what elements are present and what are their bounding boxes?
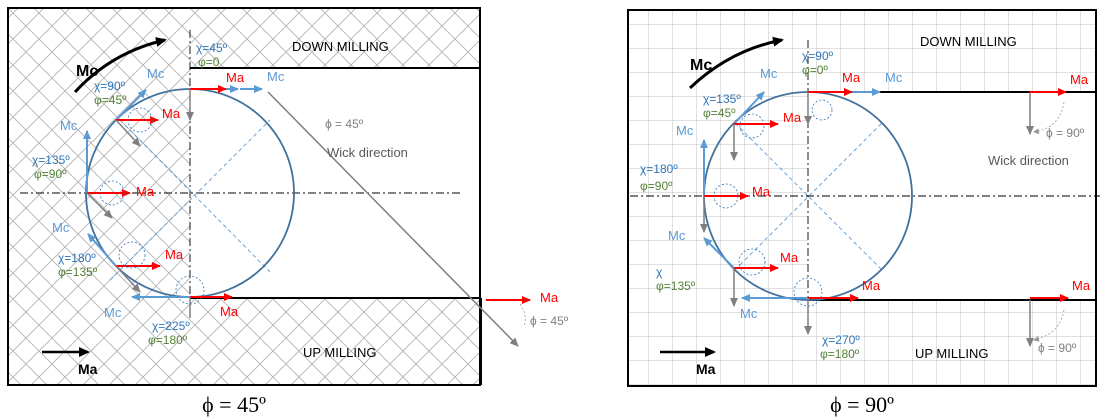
right-outer-ma-bottom: Ma [1072,278,1091,293]
left-mc-5: Mc [104,305,122,320]
left-ma-2: Ma [162,106,181,121]
left-caption: ϕ = 45º [202,392,266,417]
left-wick-label: Wick direction [327,145,408,160]
right-mc-1: Mc [885,70,903,85]
left-position-1: χ=45º φ=0 Ma [186,41,245,121]
right-chi-4: χ [656,265,663,279]
right-caption: ϕ = 90º [830,392,894,417]
right-mc-big-label: Mc [690,57,712,74]
right-chi-1: χ=90º [802,49,834,63]
right-position-5: χ=270º φ=180º Mc Ma [740,277,881,361]
left-mc-rotation-arrow [73,37,167,94]
left-outer-mc: Mc [267,69,285,84]
left-ma-1: Ma [226,70,245,85]
left-ma-4: Ma [165,247,184,262]
right-ma-2: Ma [783,110,802,125]
right-phi-3: φ=90º [640,179,673,193]
left-chi-3: χ=135º [32,153,70,167]
right-chi-2: χ=135º [703,92,741,106]
left-workpiece-mesh [8,8,480,385]
left-chi-4: χ=180º [58,251,96,265]
right-position-2: χ=135º φ=45º Mc Ma [703,66,802,161]
left-position-2: χ=90º φ=45º Mc Ma [94,66,181,147]
left-phi-1: φ=0 [198,55,220,69]
left-mc-4: Mc [52,220,70,235]
left-chi-1: χ=45º [196,41,228,55]
right-down-milling-label: DOWN MILLING [920,34,1017,49]
left-wick-direction-line [267,91,519,347]
left-chi-5: χ=225º [152,319,190,333]
left-up-milling-label: UP MILLING [303,345,376,360]
left-phi-3: φ=90º [34,167,67,181]
left-outer-ma: Ma [540,290,559,305]
left-mc-2: Mc [147,66,165,81]
right-panel: DOWN MILLING UP MILLING Mc Ma Wick direc… [627,9,1100,417]
right-phi-1: φ=0º [802,63,828,77]
right-outer-ma-top: Ma [1070,72,1089,87]
right-ma-4: Ma [780,250,799,265]
right-chi-5: χ=270º [822,333,860,347]
left-mc-3: Mc [60,118,78,133]
left-mc-big-label: Mc [76,63,98,80]
left-ma-big-label: Ma [78,361,98,377]
right-chi-3: χ=180º [640,162,678,176]
right-up-milling-label: UP MILLING [915,346,988,361]
right-mc-3: Mc [676,123,694,138]
left-ma-3: Ma [136,184,155,199]
right-mc-4: Mc [668,228,686,243]
right-ma-1: Ma [842,70,861,85]
left-ma-5: Ma [220,304,239,319]
left-phi-2: φ=45º [94,93,127,107]
left-phi-4: φ=135º [58,265,98,279]
left-panel: DOWN MILLING UP MILLING Mc Ma Wick direc… [7,7,569,417]
right-phi-2: φ=45º [703,106,736,120]
right-mc-2: Mc [760,66,778,81]
right-position-3: χ=180º φ=90º Mc Ma [640,123,771,233]
right-position-4: χ φ=135º Mc Ma [656,228,799,307]
left-chi-2: χ=90º [94,79,126,93]
right-mc-5: Mc [740,306,758,321]
right-ma-5: Ma [862,278,881,293]
left-phi-note: ϕ = 45º [325,117,364,131]
left-down-milling-label: DOWN MILLING [292,39,389,54]
left-position-5: χ=225º φ=180º Mc Ma [104,275,239,347]
left-phi-note-bottom: ϕ = 45º [530,314,569,328]
right-phi-5: φ=180º [820,347,860,361]
left-position-3: χ=135º φ=90º Mc Ma [32,118,155,219]
right-mc-rotation-arrow [688,36,784,90]
right-phi-note: ϕ = 90º [1046,126,1085,140]
right-ma-3: Ma [752,184,771,199]
right-wick-label: Wick direction [988,153,1069,168]
right-phi-4: φ=135º [656,279,696,293]
left-position-4: χ=180º φ=135º Mc Ma [52,220,184,293]
right-ma-big-label: Ma [696,361,716,377]
left-phi-5: φ=180º [148,333,188,347]
right-phi-note-bottom: ϕ = 90º [1038,341,1077,355]
right-workpiece-mesh [628,10,1096,386]
right-position-1: χ=90º φ=0º Ma Mc [802,49,903,125]
